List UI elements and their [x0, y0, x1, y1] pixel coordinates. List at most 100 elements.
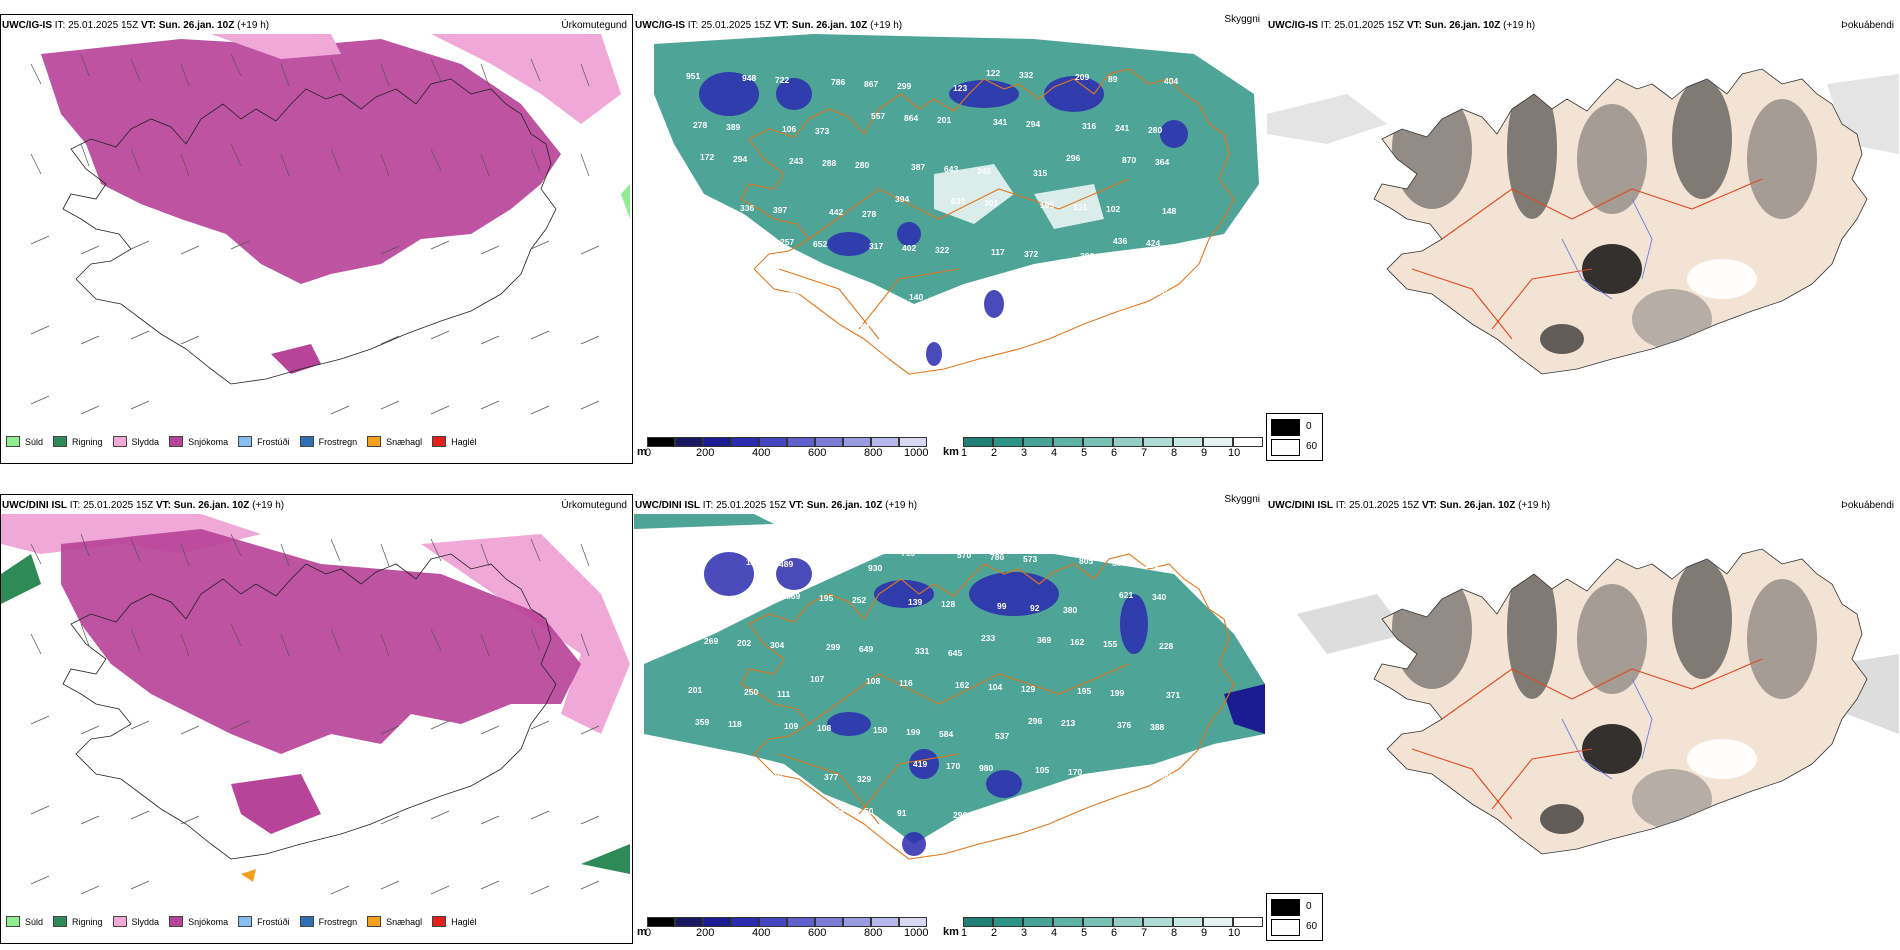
precip-legend: Súld Rigning Slydda Snjókoma Frostúði Fr… — [6, 916, 477, 927]
cloud-base-label: 864 — [904, 113, 918, 123]
hail-swatch — [432, 436, 447, 447]
snow-patch — [271, 344, 321, 374]
freezing-rain-swatch — [299, 916, 314, 927]
cloud-base-label: 299 — [826, 642, 840, 652]
panel-title: UWC/IG-IS IT: 25.01.2025 15Z VT: Sun. 26… — [1268, 20, 1536, 31]
cloud-base-label: 128 — [941, 599, 955, 609]
cloud-base-label: 322 — [935, 245, 949, 255]
cloud-base-label: 103 — [775, 802, 789, 812]
cloud-base-label: 121 — [705, 331, 719, 341]
cloud-base-label: 557 — [871, 111, 885, 121]
cloud-base-label: 108 — [866, 676, 880, 686]
cloud-base-label: 117 — [991, 247, 1005, 257]
cloud-base-label: 170 — [1068, 767, 1082, 777]
cloud-base-unit: m — [637, 446, 647, 458]
panel-title: UWC/DINI ISL IT: 25.01.2025 15Z VT: Sun.… — [1268, 500, 1551, 511]
sleet-area — [211, 34, 621, 124]
cloud-base-label: 194 — [691, 250, 705, 260]
cloud-base-label: 250 — [744, 687, 758, 697]
fog-high-swatch — [1271, 419, 1300, 436]
cloud-base-label: 948 — [742, 73, 756, 83]
panel-type-label: Úrkomutegund — [561, 20, 627, 31]
cloud-base-label: 397 — [773, 205, 787, 215]
sleet-area — [1, 514, 630, 734]
snow-pellets-swatch — [367, 436, 382, 447]
rivers — [1561, 678, 1653, 780]
cloud-base-blobs — [704, 552, 1148, 856]
snow-swatch — [169, 916, 184, 927]
cloud-base-label: 231 — [1145, 560, 1159, 570]
cloud-base-label: 174 — [942, 294, 956, 304]
panel-frame — [0, 494, 633, 944]
cloud-base-label: 122 — [986, 68, 1000, 78]
cloud-base-label: 119 — [998, 279, 1012, 289]
precip-type-panel: UWC/IG-IS IT: 25.01.2025 15Z VT: Sun. 26… — [0, 0, 633, 470]
forecast-row-igis: UWC/IG-IS IT: 25.01.2025 15Z VT: Sun. 26… — [0, 0, 1900, 470]
cloud-base-label: 219 — [735, 768, 749, 778]
cloud-base-label: 356 — [698, 282, 712, 292]
fog-map — [1267, 34, 1899, 404]
cloud-base-label: 102 — [1106, 204, 1120, 214]
snow-area — [41, 39, 561, 284]
low-cloud-area — [1224, 684, 1265, 734]
precip-type-panel: UWC/DINI ISL IT: 25.01.2025 15Z VT: Sun.… — [0, 480, 633, 950]
cloud-base-label: 170 — [946, 761, 960, 771]
cloud-base-label: 372 — [1024, 249, 1038, 259]
cloud-base-label: 380 — [1063, 605, 1077, 615]
cloud-base-label: 268 — [697, 604, 711, 614]
cloud-base-label: 980 — [979, 763, 993, 773]
cloud-base-label: 202 — [737, 638, 751, 648]
cloud-base-label: 278 — [693, 120, 707, 130]
cloud-base-label: 106 — [782, 124, 796, 134]
snow-patch — [231, 774, 321, 834]
cloud-base-label: 143 — [686, 815, 700, 825]
cloud-base-label: 786 — [831, 77, 845, 87]
visibility-map: 951 948 722 786 867 299 123 122 332 209 89 404 278 38… — [634, 34, 1265, 432]
fog-index-panel: UWC/DINI ISL IT: 25.01.2025 15Z VT: Sun.… — [1266, 480, 1900, 950]
cloud-base-label: 387 — [911, 162, 925, 172]
clear-area — [934, 164, 1104, 229]
cloud-base-label: 213 — [1061, 718, 1075, 728]
precip-map — [1, 514, 630, 912]
cloud-base-label: 546 — [730, 606, 744, 616]
panel-type-label: Úrkomutegund — [561, 500, 627, 511]
cloud-base-label: 317 — [869, 241, 883, 251]
cloud-base-label: 304 — [770, 640, 784, 650]
visibility-unit: km — [943, 446, 959, 458]
drizzle-swatch — [6, 436, 20, 447]
cloud-base-label: 199 — [906, 727, 920, 737]
cloud-base-label: 282 — [1064, 283, 1078, 293]
cloud-base-label: 652 — [813, 239, 827, 249]
cloud-base-label: 104 — [988, 682, 1002, 692]
cloud-base-label: 116 — [899, 678, 913, 688]
cloud-base-label: 373 — [815, 126, 829, 136]
visibility-panel: UWC/IG-IS IT: 25.01.2025 15Z VT: Sun. 26… — [633, 0, 1266, 470]
panel-title: UWC/IG-IS IT: 25.01.2025 15Z VT: Sun. 26… — [2, 20, 270, 31]
cloud-base-label: 257 — [780, 237, 794, 247]
hail-swatch — [432, 916, 447, 927]
rivers — [1561, 198, 1653, 300]
cloud-base-label: 91 — [897, 808, 907, 818]
cloud-base-label: 172 — [700, 152, 714, 162]
cloud-base-label: 150 — [873, 725, 887, 735]
cloud-base-label: 296 — [953, 810, 967, 820]
precip-map — [1, 34, 630, 432]
cloud-base-label: 157 — [1124, 769, 1138, 779]
cloud-base-label: 332 — [1019, 70, 1033, 80]
cloud-base-label: 786 — [990, 552, 1004, 562]
panel-title: UWC/DINI ISL IT: 25.01.2025 15Z VT: Sun.… — [635, 500, 918, 511]
visibility-colorbar: 1 2 3 4 5 6 7 8 9 10 — [943, 917, 1263, 941]
snow-pellets-area — [241, 869, 256, 882]
cloud-base-label: 296 — [1066, 153, 1080, 163]
snow-area — [61, 529, 581, 754]
cloud-base-label: 148 — [1162, 206, 1176, 216]
fog-offshore — [1297, 594, 1899, 734]
cloud-base-label: 299 — [897, 81, 911, 91]
cloud-base-label: 201 — [688, 685, 702, 695]
cloud-base-label: 99 — [997, 601, 1007, 611]
cloud-base-label: 133 — [746, 557, 760, 567]
cloud-base-label: 155 — [1103, 639, 1117, 649]
cloud-base-label: 710 — [901, 548, 915, 558]
fog-low-swatch — [1271, 919, 1300, 936]
cloud-base-label: 243 — [789, 156, 803, 166]
